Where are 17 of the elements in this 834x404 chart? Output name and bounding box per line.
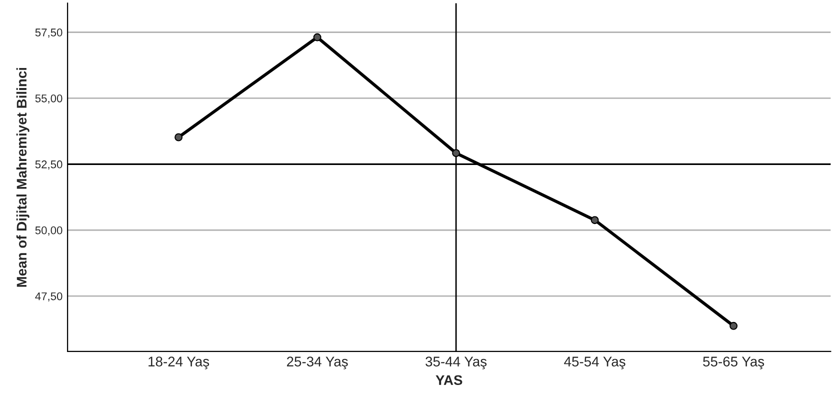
point <box>730 322 738 330</box>
y-tick-label: 47,50 <box>35 292 62 302</box>
x-tick-label: 18-24 Yaş <box>148 356 210 370</box>
x-tick-label: 45-54 Yaş <box>564 356 626 370</box>
y-tick-label: 57,50 <box>35 28 62 38</box>
point <box>313 33 322 42</box>
x-tick-label: 25-34 Yaş <box>286 356 348 370</box>
point <box>452 149 460 158</box>
point <box>174 133 183 142</box>
x-tick-label: 35-44 Yaş <box>426 356 487 370</box>
point <box>590 216 599 224</box>
y-tick-label: 52,50 <box>35 160 62 170</box>
x-tick-label: 55-65 Yaş <box>703 356 764 370</box>
x-axis-title: YAS <box>436 375 462 386</box>
y-axis-title: Mean of Dijital Mahremiyet Bilinci <box>16 68 30 287</box>
y-tick-label: 50,00 <box>35 226 62 236</box>
y-tick-label: 55,00 <box>35 94 62 104</box>
